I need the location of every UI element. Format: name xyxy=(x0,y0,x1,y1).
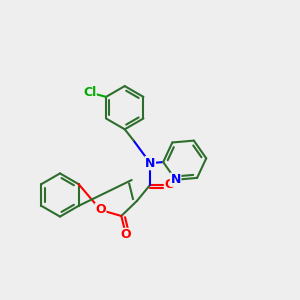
Text: O: O xyxy=(95,203,106,217)
Text: O: O xyxy=(121,228,131,242)
Text: N: N xyxy=(170,173,181,186)
Text: O: O xyxy=(164,178,175,191)
Text: Cl: Cl xyxy=(83,86,96,99)
Text: N: N xyxy=(145,157,155,170)
